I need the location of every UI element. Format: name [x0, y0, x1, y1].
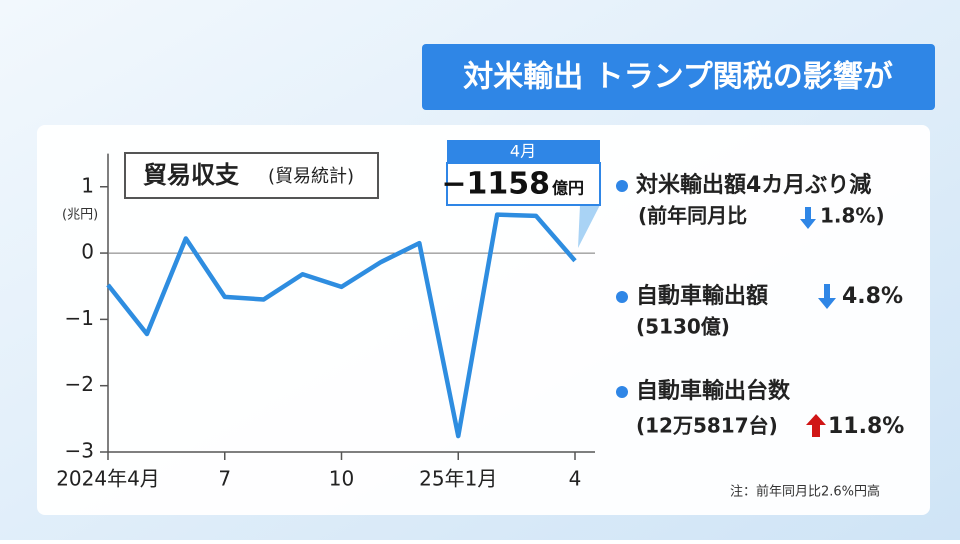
y-tick-label: −3 [65, 439, 94, 463]
line [106, 212, 577, 439]
callout-month: 4月 [510, 142, 536, 161]
y-tick-label: −2 [65, 372, 94, 396]
down-arrow [800, 207, 816, 229]
note-title: 自動車輸出額 [636, 283, 768, 309]
note-detail: (12万5817台) [636, 414, 778, 438]
panel [37, 125, 930, 515]
note-change: 4.8% [842, 284, 903, 309]
up-arrow [806, 414, 826, 437]
callout-amount: −1158 [441, 167, 550, 202]
header-box [422, 44, 935, 110]
note-change: 11.8% [828, 414, 904, 439]
down-arrow [818, 284, 836, 309]
chart-title-box [124, 152, 379, 199]
y-tick-label: −1 [65, 306, 94, 330]
callout-head [447, 140, 600, 163]
note-title: 対米輸出額4カ月ぶり減 [636, 172, 871, 198]
note-title: 自動車輸出台数 [636, 378, 791, 404]
note-change: 1.8%) [820, 204, 885, 228]
y-tick-label: 1 [81, 173, 94, 197]
x-tick-label: 25年1月 [419, 467, 497, 491]
callout-body [446, 162, 601, 206]
x-tick-label: 7 [218, 467, 231, 491]
x-tick-label: 2024年4月 [56, 467, 160, 491]
y-unit: (兆円) [62, 208, 98, 223]
bullet [616, 180, 628, 192]
y-tick-label: 0 [81, 240, 94, 264]
callout-pointer [578, 205, 600, 248]
footnote: 注：前年同月比2.6%円高 [730, 484, 880, 500]
note-detail: (5130億) [636, 315, 730, 339]
bullet [616, 386, 628, 398]
note-detail: (前年同月比 [638, 204, 747, 228]
x-tick-label: 10 [329, 467, 354, 491]
callout-unit: 億円 [552, 179, 584, 198]
plot: −3 −2 −1 0 1 2024年4月 7 10 25年1月 4 [56, 153, 595, 491]
chart-title: 貿易収支 [143, 161, 240, 189]
x-tick-label: 4 [569, 467, 582, 491]
header-title: 対米輸出 トランプ関税の影響が [463, 60, 893, 95]
bullet [616, 291, 628, 303]
chart-subtitle: (貿易統計) [268, 166, 354, 187]
